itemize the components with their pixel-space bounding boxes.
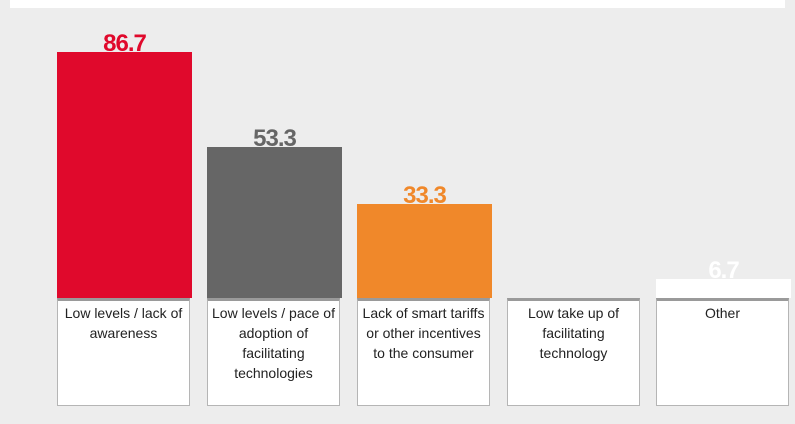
value-label: 53.3 bbox=[253, 124, 297, 152]
category-label: Low levels / lack of awareness bbox=[57, 298, 190, 406]
value-label: 86.7 bbox=[103, 30, 147, 57]
category-label: Lack of smart tariffs or other incentive… bbox=[357, 298, 490, 406]
category-label: Other bbox=[656, 298, 789, 406]
bar bbox=[656, 278, 791, 298]
top-strip bbox=[10, 0, 785, 8]
bar bbox=[207, 146, 342, 298]
bar bbox=[357, 203, 492, 298]
bar bbox=[57, 52, 192, 298]
value-label: 6.7 bbox=[708, 256, 739, 284]
category-label: Low take up of facilitating technology bbox=[507, 298, 640, 406]
value-label: 33.3 bbox=[403, 181, 447, 209]
category-label: Low levels / pace of adoption of facilit… bbox=[207, 298, 340, 406]
